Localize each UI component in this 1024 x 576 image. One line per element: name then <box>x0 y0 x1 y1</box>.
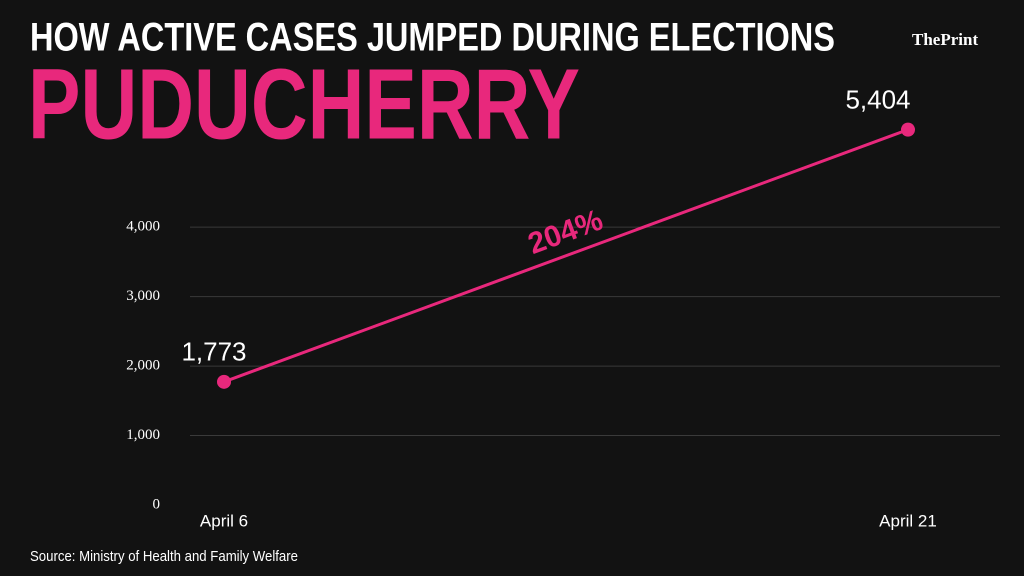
x-tick-label: April 21 <box>879 511 937 530</box>
chart-subtitle: PUDUCHERRY <box>28 48 580 160</box>
y-tick-label: 0 <box>153 496 161 512</box>
y-tick-label: 3,000 <box>126 288 160 304</box>
y-tick-label: 1,000 <box>126 427 160 443</box>
source: Source: Ministry of Health and Family We… <box>30 548 298 565</box>
line <box>223 128 909 384</box>
point <box>217 374 231 389</box>
y-tick-label: 2,000 <box>126 358 160 374</box>
value-label: 5,404 <box>845 84 910 114</box>
chart-title: HOW ACTIVE CASES JUMPED DURING ELECTIONS <box>30 16 835 60</box>
brand: ThePrint <box>912 30 978 49</box>
y-tick-label: 4,000 <box>126 219 160 235</box>
value-label: 1,773 <box>181 337 246 367</box>
x-tick-label: April 6 <box>200 511 248 530</box>
point <box>901 122 915 137</box>
